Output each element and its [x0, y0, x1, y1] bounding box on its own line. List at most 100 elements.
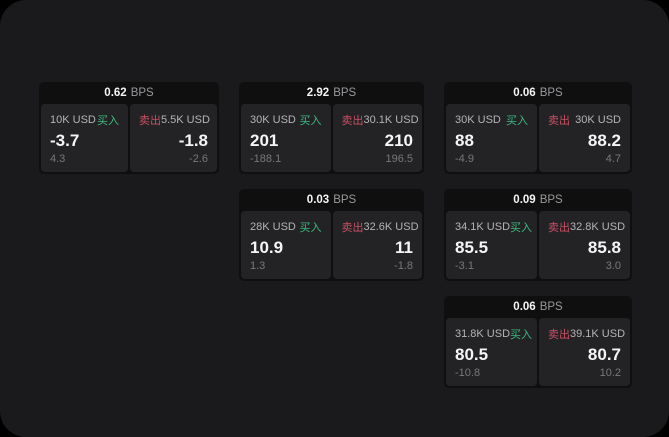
card-header: 0.62 BPS [41, 82, 217, 104]
buy-side-label: 买入 [510, 222, 533, 234]
buy-side-label: 买入 [299, 222, 322, 234]
card-header: 0.06 BPS [446, 82, 630, 104]
quote-card: 2.92 BPS 30K USD 买入 201 -188.1 卖出 30.1K … [239, 82, 424, 174]
buy-price: 10.9 [250, 238, 284, 257]
sell-panel-top: 卖出 32.6K USD [341, 219, 419, 235]
buy-panel-top: 28K USD 买入 [250, 219, 322, 235]
card-header: 0.06 BPS [446, 296, 630, 318]
quote-panels: 10K USD 买入 -3.7 4.3 卖出 5.5K USD -1.8 -2.… [41, 104, 217, 172]
sell-amount: 32.8K USD [570, 221, 626, 233]
buy-sub-value: -3.1 [455, 260, 474, 272]
sell-quote-button[interactable]: 卖出 32.8K USD 85.8 3.0 [539, 211, 630, 279]
sell-side-label: 卖出 [548, 222, 570, 234]
sell-price: 80.7 [587, 345, 621, 364]
bps-unit-label: BPS [539, 87, 563, 99]
bps-unit-label: BPS [130, 87, 154, 99]
buy-sub-value: 4.3 [50, 153, 66, 165]
buy-sub-value: -4.9 [455, 153, 474, 165]
quote-panels: 31.8K USD 买入 80.5 -10.8 卖出 39.1K USD 80.… [446, 318, 630, 386]
sell-side-label: 卖出 [548, 115, 570, 127]
bps-value: 0.62 [104, 87, 127, 99]
sell-side-label: 卖出 [139, 115, 161, 127]
bps-unit-label: BPS [539, 301, 563, 313]
buy-amount: 28K USD [250, 221, 296, 233]
buy-price: 201 [250, 131, 279, 150]
buy-sub-value: -188.1 [250, 153, 282, 165]
sell-sub-value: -1.8 [394, 260, 413, 272]
sell-amount: 39.1K USD [570, 328, 626, 340]
sell-panel-top: 卖出 30K USD [548, 112, 621, 128]
sell-panel-top: 卖出 32.8K USD [548, 219, 625, 235]
quote-card: 0.03 BPS 28K USD 买入 10.9 1.3 卖出 32.6K US… [239, 189, 424, 281]
sell-side-label: 卖出 [341, 222, 364, 234]
buy-sub-value: 1.3 [250, 260, 266, 272]
card-header: 0.03 BPS [241, 189, 422, 211]
buy-amount: 31.8K USD [455, 328, 511, 340]
buy-amount: 30K USD [250, 114, 296, 126]
bps-value: 0.09 [513, 194, 536, 206]
buy-panel-top: 30K USD 买入 [250, 112, 322, 128]
sell-quote-button[interactable]: 卖出 30K USD 88.2 4.7 [539, 104, 630, 172]
buy-price: 80.5 [455, 345, 489, 364]
buy-side-label: 买入 [97, 115, 119, 127]
sell-amount: 32.6K USD [363, 221, 419, 233]
buy-quote-button[interactable]: 28K USD 买入 10.9 1.3 [241, 211, 331, 279]
sell-sub-value: 196.5 [385, 153, 413, 165]
buy-quote-button[interactable]: 31.8K USD 买入 80.5 -10.8 [446, 318, 537, 386]
bps-unit-label: BPS [333, 194, 357, 206]
sell-amount: 30K USD [575, 114, 621, 126]
buy-quote-button[interactable]: 10K USD 买入 -3.7 4.3 [41, 104, 128, 172]
sell-sub-value: -2.6 [189, 153, 208, 165]
buy-quote-button[interactable]: 34.1K USD 买入 85.5 -3.1 [446, 211, 537, 279]
sell-price: 88.2 [587, 131, 621, 150]
quote-card: 0.06 BPS 31.8K USD 买入 80.5 -10.8 卖出 39.1… [444, 296, 632, 388]
buy-panel-top: 10K USD 买入 [50, 112, 119, 128]
sell-quote-button[interactable]: 卖出 30.1K USD 210 196.5 [332, 104, 422, 172]
sell-sub-value: 10.2 [599, 367, 621, 379]
bps-value: 0.06 [513, 87, 536, 99]
quote-panels: 30K USD 买入 201 -188.1 卖出 30.1K USD 210 1… [241, 104, 422, 172]
sell-quote-button[interactable]: 卖出 5.5K USD -1.8 -2.6 [130, 104, 217, 172]
quote-panels: 28K USD 买入 10.9 1.3 卖出 32.6K USD 11 -1.8 [241, 211, 422, 279]
sell-panel-top: 卖出 30.1K USD [341, 112, 419, 128]
buy-panel-top: 31.8K USD 买入 [455, 326, 532, 342]
sell-sub-value: 3.0 [605, 260, 621, 272]
buy-amount: 30K USD [455, 114, 501, 126]
sell-sub-value: 4.7 [605, 153, 621, 165]
bps-value: 2.92 [306, 87, 330, 99]
buy-quote-button[interactable]: 30K USD 买入 201 -188.1 [241, 104, 331, 172]
buy-side-label: 买入 [299, 115, 322, 127]
sell-amount: 5.5K USD [161, 114, 210, 126]
quote-card: 0.06 BPS 30K USD 买入 88 -4.9 卖出 30K USD 8… [444, 82, 632, 174]
quote-card: 0.09 BPS 34.1K USD 买入 85.5 -3.1 卖出 32.8K… [444, 189, 632, 281]
buy-panel-top: 34.1K USD 买入 [455, 219, 532, 235]
buy-side-label: 买入 [506, 115, 528, 127]
buy-sub-value: -10.8 [455, 367, 481, 379]
buy-price: -3.7 [50, 131, 80, 150]
quote-panels: 34.1K USD 买入 85.5 -3.1 卖出 32.8K USD 85.8… [446, 211, 630, 279]
card-header: 2.92 BPS [241, 82, 422, 104]
sell-price: 11 [395, 238, 413, 257]
buy-price: 85.5 [455, 238, 489, 257]
buy-amount: 34.1K USD [455, 221, 511, 233]
sell-amount: 30.1K USD [363, 114, 419, 126]
sell-quote-button[interactable]: 卖出 39.1K USD 80.7 10.2 [539, 318, 630, 386]
quote-card: 0.62 BPS 10K USD 买入 -3.7 4.3 卖出 5.5K USD… [39, 82, 219, 174]
sell-price: 210 [384, 131, 413, 150]
buy-side-label: 买入 [510, 329, 533, 341]
sell-panel-top: 卖出 39.1K USD [548, 326, 625, 342]
bps-unit-label: BPS [333, 87, 357, 99]
buy-amount: 10K USD [50, 114, 96, 126]
bps-value: 0.06 [513, 301, 536, 313]
buy-quote-button[interactable]: 30K USD 买入 88 -4.9 [446, 104, 537, 172]
sell-price: -1.8 [178, 131, 208, 150]
card-header: 0.09 BPS [446, 189, 630, 211]
buy-panel-top: 30K USD 买入 [455, 112, 528, 128]
sell-side-label: 卖出 [548, 329, 570, 341]
bps-value: 0.03 [306, 194, 330, 206]
buy-price: 88 [455, 131, 474, 150]
sell-quote-button[interactable]: 卖出 32.6K USD 11 -1.8 [332, 211, 422, 279]
sell-panel-top: 卖出 5.5K USD [139, 112, 210, 128]
sell-side-label: 卖出 [341, 115, 364, 127]
